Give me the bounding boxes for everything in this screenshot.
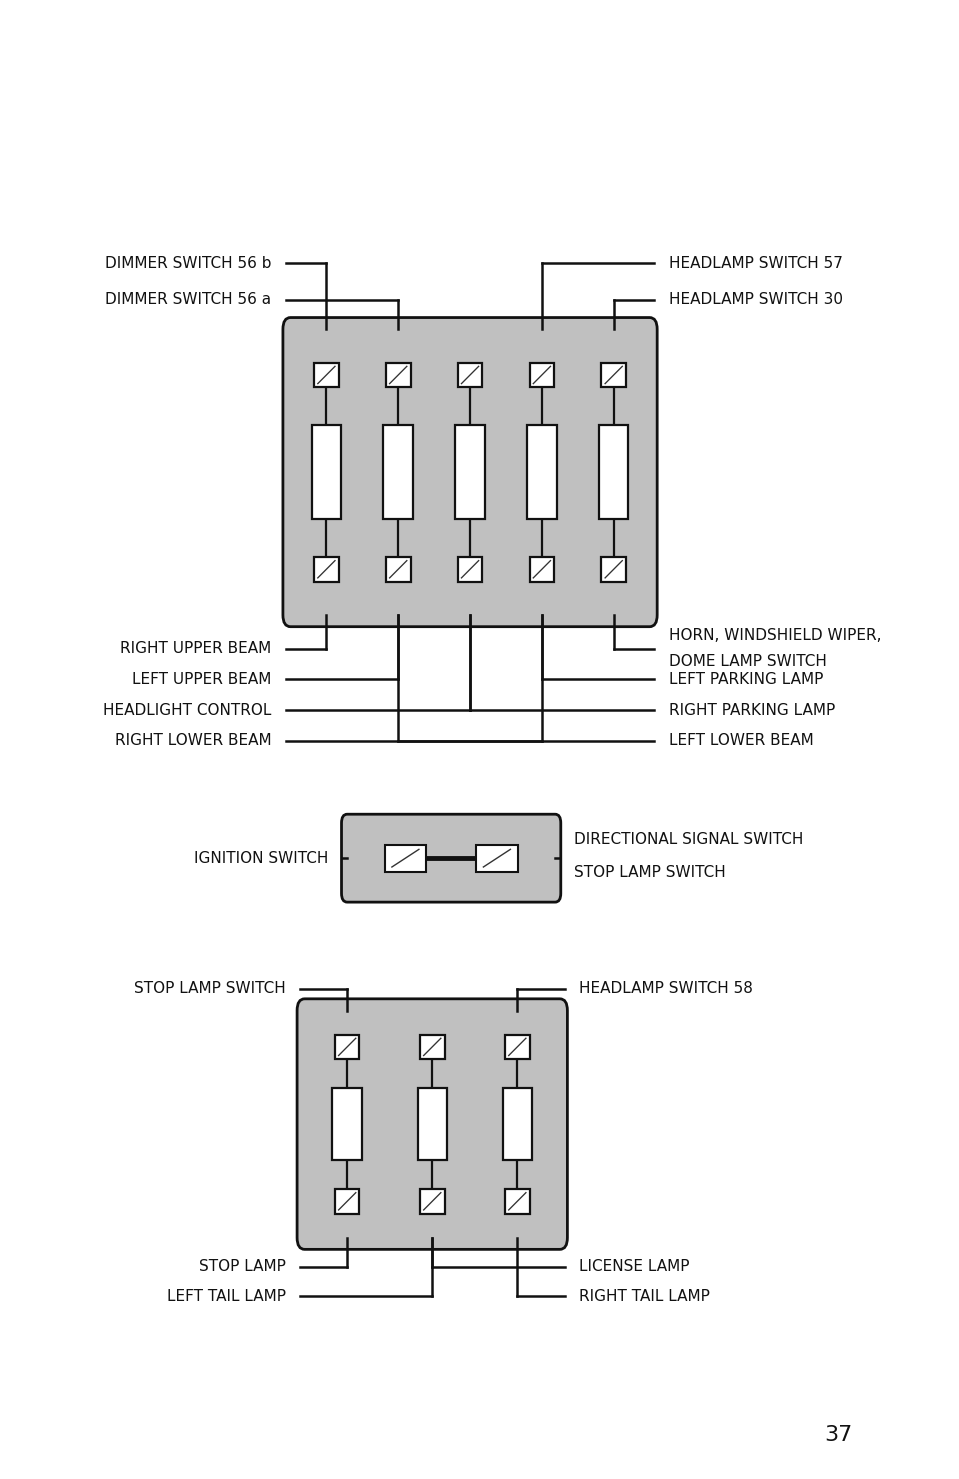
Text: RIGHT TAIL LAMP: RIGHT TAIL LAMP <box>578 1288 710 1304</box>
Bar <box>457 558 482 581</box>
Bar <box>503 1089 532 1160</box>
Bar <box>315 362 339 387</box>
Text: STOP LAMP SWITCH: STOP LAMP SWITCH <box>574 865 726 880</box>
Text: HEADLAMP SWITCH 58: HEADLAMP SWITCH 58 <box>578 981 753 995</box>
Bar <box>386 558 410 581</box>
Bar <box>529 558 554 581</box>
Text: HEADLAMP SWITCH 57: HEADLAMP SWITCH 57 <box>668 256 842 271</box>
Bar <box>386 362 410 387</box>
Text: DOME LAMP SWITCH: DOME LAMP SWITCH <box>668 654 827 670</box>
Bar <box>333 1089 362 1160</box>
Text: STOP LAMP SWITCH: STOP LAMP SWITCH <box>134 981 286 995</box>
Text: RIGHT LOWER BEAM: RIGHT LOWER BEAM <box>115 734 271 748</box>
Bar <box>420 1034 445 1059</box>
Bar <box>384 426 413 519</box>
Text: HORN, WINDSHIELD WIPER,: HORN, WINDSHIELD WIPER, <box>668 629 881 643</box>
Bar <box>312 426 341 519</box>
Bar <box>527 426 556 519</box>
Text: LICENSE LAMP: LICENSE LAMP <box>578 1260 690 1275</box>
Bar <box>420 1189 445 1214</box>
Text: LEFT LOWER BEAM: LEFT LOWER BEAM <box>668 734 813 748</box>
Bar <box>335 1034 360 1059</box>
Bar <box>315 558 339 581</box>
Bar <box>456 426 485 519</box>
Text: HEADLIGHT CONTROL: HEADLIGHT CONTROL <box>104 703 271 717</box>
Bar <box>505 1189 529 1214</box>
Text: IGNITION SWITCH: IGNITION SWITCH <box>194 850 328 865</box>
Bar <box>457 362 482 387</box>
Bar <box>599 426 628 519</box>
Text: DIMMER SWITCH 56 b: DIMMER SWITCH 56 b <box>105 256 271 271</box>
Bar <box>476 845 518 871</box>
FancyBboxPatch shape <box>341 815 561 902</box>
Text: RIGHT UPPER BEAM: RIGHT UPPER BEAM <box>120 642 271 657</box>
Text: 37: 37 <box>825 1426 853 1445</box>
Bar <box>335 1189 360 1214</box>
FancyBboxPatch shape <box>297 998 568 1250</box>
Text: LEFT TAIL LAMP: LEFT TAIL LAMP <box>167 1288 286 1304</box>
Text: DIMMER SWITCH 56 a: DIMMER SWITCH 56 a <box>105 293 271 308</box>
Bar <box>601 362 626 387</box>
Text: RIGHT PARKING LAMP: RIGHT PARKING LAMP <box>668 703 834 717</box>
Bar <box>417 1089 447 1160</box>
Text: STOP LAMP: STOP LAMP <box>199 1260 286 1275</box>
Bar <box>385 845 426 871</box>
FancyBboxPatch shape <box>283 318 657 627</box>
Text: DIRECTIONAL SIGNAL SWITCH: DIRECTIONAL SIGNAL SWITCH <box>574 831 804 846</box>
Text: LEFT UPPER BEAM: LEFT UPPER BEAM <box>132 671 271 686</box>
Text: LEFT PARKING LAMP: LEFT PARKING LAMP <box>668 671 823 686</box>
Bar <box>601 558 626 581</box>
Bar <box>529 362 554 387</box>
Bar <box>505 1034 529 1059</box>
Text: HEADLAMP SWITCH 30: HEADLAMP SWITCH 30 <box>668 293 843 308</box>
